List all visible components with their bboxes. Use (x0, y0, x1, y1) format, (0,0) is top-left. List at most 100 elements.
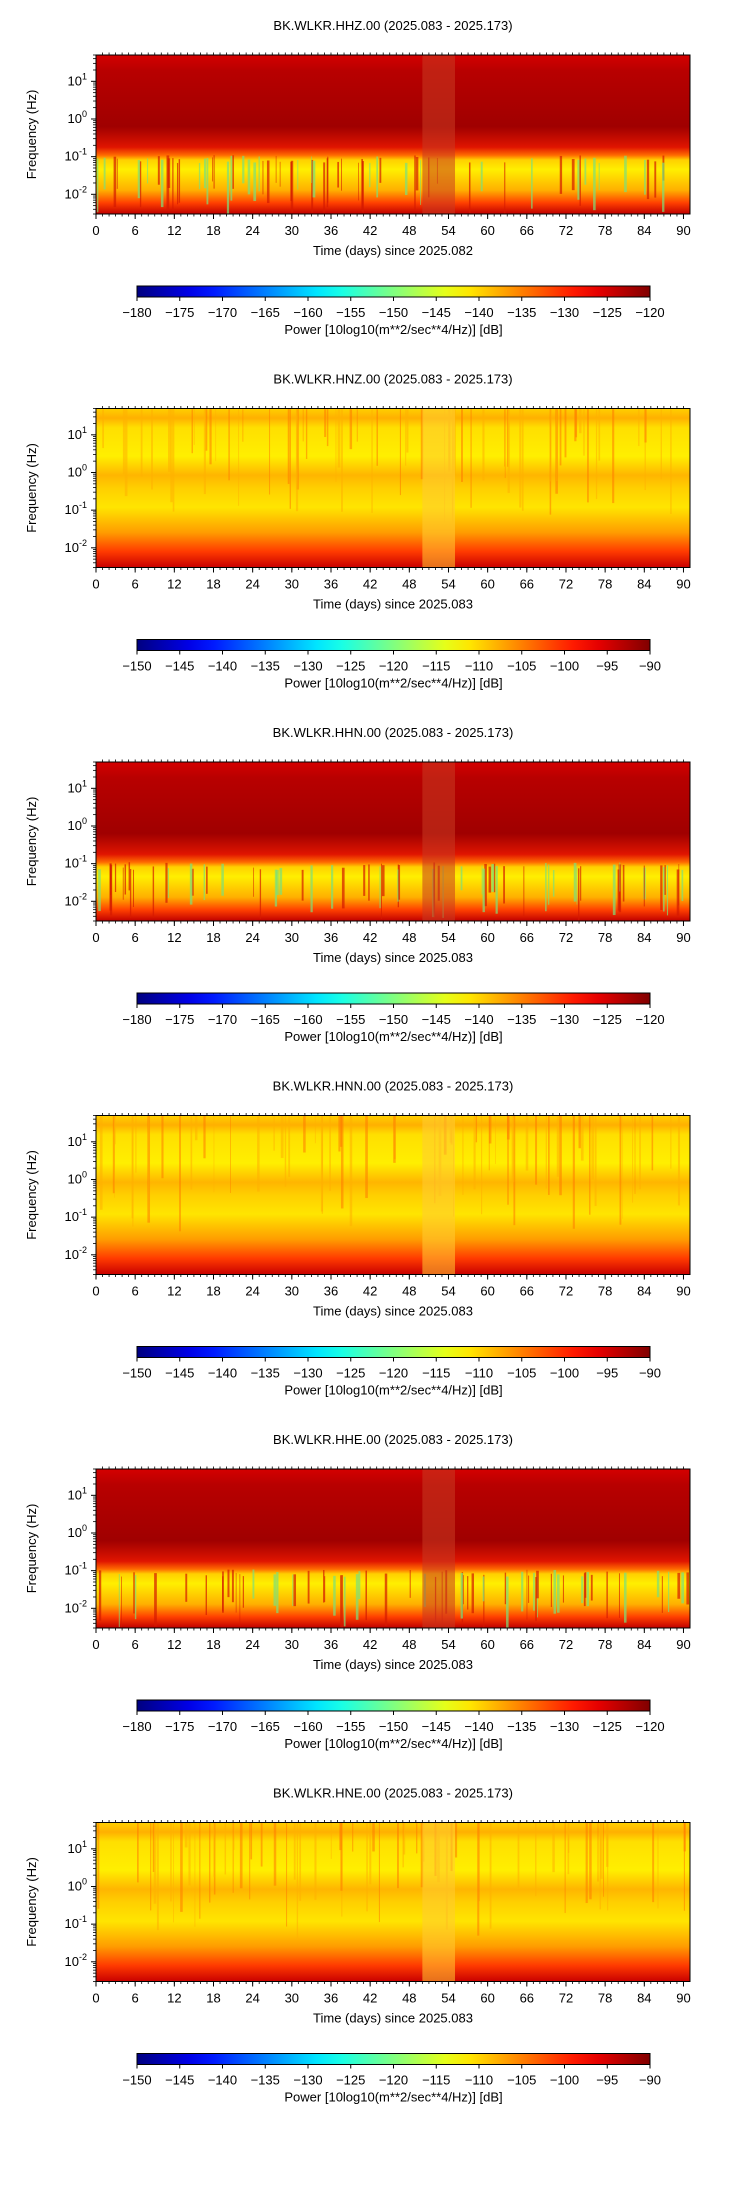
x-tick-label: 78 (598, 577, 612, 592)
x-tick-label: 72 (559, 223, 573, 238)
x-tick-label: 90 (676, 930, 690, 945)
y-tick-label: 100 (68, 1876, 87, 1893)
colorbar (136, 2053, 651, 2065)
x-tick-label: 12 (167, 930, 181, 945)
x-tick-label: 90 (676, 223, 690, 238)
x-tick-label: 30 (285, 1991, 299, 2006)
chart-title: BK.WLKR.HNE.00 (2025.083 - 2025.173) (273, 1786, 513, 1801)
x-tick-label: 48 (402, 577, 416, 592)
x-tick-label: 72 (559, 930, 573, 945)
colorbar-tick-label: −130 (293, 659, 322, 674)
colorbar-tick-label: −100 (550, 1366, 579, 1381)
x-tick-label: 36 (324, 223, 338, 238)
x-tick-label: 36 (324, 1284, 338, 1299)
colorbar-tick-label: −125 (593, 305, 622, 320)
x-tick-label: 18 (206, 930, 220, 945)
x-tick-label: 18 (206, 1284, 220, 1299)
x-tick-label: 6 (132, 223, 139, 238)
colorbar-tick-label: −150 (122, 2073, 151, 2088)
colorbar-tick-label: −135 (507, 305, 536, 320)
x-tick-label: 0 (92, 577, 99, 592)
colorbar-tick-label: −150 (379, 1012, 408, 1027)
spectrogram-panel: BK.WLKR.HHZ.00 (2025.083 - 2025.173) 0 6 12… (24, 18, 691, 337)
spectrogram-panel: BK.WLKR.HNN.00 (2025.083 - 2025.173) 0 6 12… (24, 1079, 691, 1398)
y-axis-label: Frequency (Hz) (24, 1504, 39, 1594)
spectrogram-panel: BK.WLKR.HHE.00 (2025.083 - 2025.173) 0 6 12… (24, 1432, 691, 1751)
x-tick-label: 66 (520, 1637, 534, 1652)
x-tick-label: 48 (402, 930, 416, 945)
colorbar-tick-label: −125 (336, 659, 365, 674)
spectrogram-image (96, 408, 690, 568)
plot-frame (95, 408, 691, 568)
colorbar-tick-label: −115 (422, 2073, 450, 2088)
x-tick-label: 42 (363, 1637, 377, 1652)
y-tick-label: 10-2 (65, 1245, 87, 1262)
x-tick-label: 24 (245, 577, 259, 592)
colorbar-tick-label: −145 (422, 1719, 451, 1734)
x-tick-label: 24 (245, 1991, 259, 2006)
colorbar-tick-label: −155 (336, 1719, 365, 1734)
x-tick-label: 90 (676, 577, 690, 592)
x-tick-label: 66 (520, 223, 534, 238)
x-tick-label: 66 (520, 930, 534, 945)
plot-frame (95, 1468, 691, 1629)
plot-frame (95, 1822, 691, 1982)
colorbar-tick-label: −145 (422, 305, 451, 320)
colorbar-tick-label: −125 (336, 2073, 365, 2088)
colorbar-tick-label: −130 (550, 305, 579, 320)
colorbar-tick-label: −145 (422, 1012, 451, 1027)
x-axis-label: Time (days) since 2025.083 (313, 1657, 473, 1672)
x-tick-label: 84 (637, 223, 651, 238)
x-tick-label: 78 (598, 1991, 612, 2006)
x-tick-label: 84 (637, 1637, 651, 1652)
colorbar-tick-label: −125 (593, 1719, 622, 1734)
x-tick-label: 30 (285, 577, 299, 592)
colorbar-label: Power [10log10(m**2/sec**4/Hz)] [dB] (284, 322, 502, 337)
x-tick-label: 48 (402, 1991, 416, 2006)
colorbar-tick-label: −160 (293, 1012, 322, 1027)
x-axis-label: Time (days) since 2025.083 (313, 2011, 473, 2026)
colorbar-tick-label: −180 (122, 305, 151, 320)
x-axis-label: Time (days) since 2025.083 (313, 597, 473, 612)
x-tick-label: 24 (245, 1284, 259, 1299)
colorbar-tick-label: −105 (507, 2073, 536, 2088)
plot-frame (95, 761, 691, 922)
x-tick-label: 0 (92, 930, 99, 945)
y-tick-label: 100 (68, 1523, 87, 1540)
colorbar-tick-label: −90 (639, 1366, 661, 1381)
colorbar-tick-label: −135 (251, 2073, 280, 2088)
y-axis-label: Frequency (Hz) (24, 1150, 39, 1240)
colorbar-tick-label: −175 (165, 1719, 194, 1734)
colorbar-label: Power [10log10(m**2/sec**4/Hz)] [dB] (284, 1383, 502, 1398)
x-tick-label: 12 (167, 1284, 181, 1299)
x-tick-label: 78 (598, 223, 612, 238)
x-tick-label: 84 (637, 1284, 651, 1299)
colorbar-tick-label: −165 (251, 1719, 280, 1734)
x-tick-label: 78 (598, 1637, 612, 1652)
colorbar-tick-label: −140 (464, 1719, 493, 1734)
x-tick-label: 0 (92, 1637, 99, 1652)
x-tick-label: 42 (363, 1284, 377, 1299)
y-axis-label: Frequency (Hz) (24, 1857, 39, 1947)
y-tick-label: 10-2 (65, 891, 87, 908)
colorbar-tick-label: −140 (464, 1012, 493, 1027)
x-tick-label: 48 (402, 223, 416, 238)
x-tick-label: 36 (324, 930, 338, 945)
colorbar-tick-label: −170 (208, 1012, 237, 1027)
spectrogram-image (96, 1115, 690, 1275)
colorbar-tick-label: −120 (635, 1012, 664, 1027)
spectrogram-panel: BK.WLKR.HNZ.00 (2025.083 - 2025.173) 0 6 12… (24, 372, 691, 691)
x-tick-label: 72 (559, 577, 573, 592)
colorbar-tick-label: −140 (208, 659, 237, 674)
colorbar-tick-label: −110 (465, 2073, 493, 2088)
x-tick-label: 18 (206, 1637, 220, 1652)
spectrogram-image (96, 1822, 690, 1982)
x-tick-label: 60 (480, 1991, 494, 2006)
colorbar-tick-label: −100 (550, 2073, 579, 2088)
colorbar-tick-label: −105 (507, 659, 536, 674)
y-tick-label: 10-1 (65, 1561, 87, 1578)
colorbar-tick-label: −120 (635, 1719, 664, 1734)
colorbar-tick-label: −125 (593, 1012, 622, 1027)
x-tick-label: 48 (402, 1284, 416, 1299)
x-tick-label: 84 (637, 1991, 651, 2006)
